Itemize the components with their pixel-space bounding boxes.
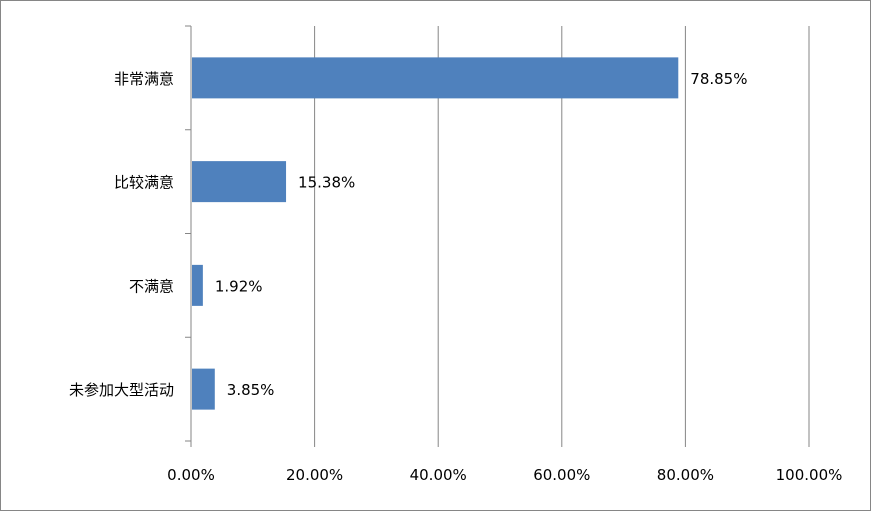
x-tick-label-4: 80.00% [657, 466, 714, 484]
data-label-0: 78.85% [690, 70, 747, 88]
x-tick-label-0: 0.00% [167, 466, 215, 484]
labels: 0.00% 20.00% 40.00% 60.00% 80.00% 100.00% 非常满意… [69, 70, 842, 484]
category-label-3: 未参加大型活动 [69, 381, 174, 399]
axes [185, 25, 810, 447]
x-tick-label-2: 40.00% [410, 466, 467, 484]
category-label-0: 非常满意 [114, 70, 174, 88]
data-label-1: 15.38% [298, 174, 355, 192]
x-tick-label-1: 20.00% [286, 466, 343, 484]
category-label-1: 比较满意 [114, 174, 174, 192]
bars [192, 57, 679, 410]
bar-0 [192, 57, 679, 99]
bar-3 [192, 368, 215, 410]
bar-1 [192, 161, 287, 203]
bar-2 [192, 264, 203, 306]
x-tick-label-3: 60.00% [533, 466, 590, 484]
x-tick-label-5: 100.00% [776, 466, 843, 484]
data-label-3: 3.85% [227, 381, 275, 399]
category-label-2: 不满意 [129, 277, 174, 295]
data-label-2: 1.92% [215, 277, 263, 295]
